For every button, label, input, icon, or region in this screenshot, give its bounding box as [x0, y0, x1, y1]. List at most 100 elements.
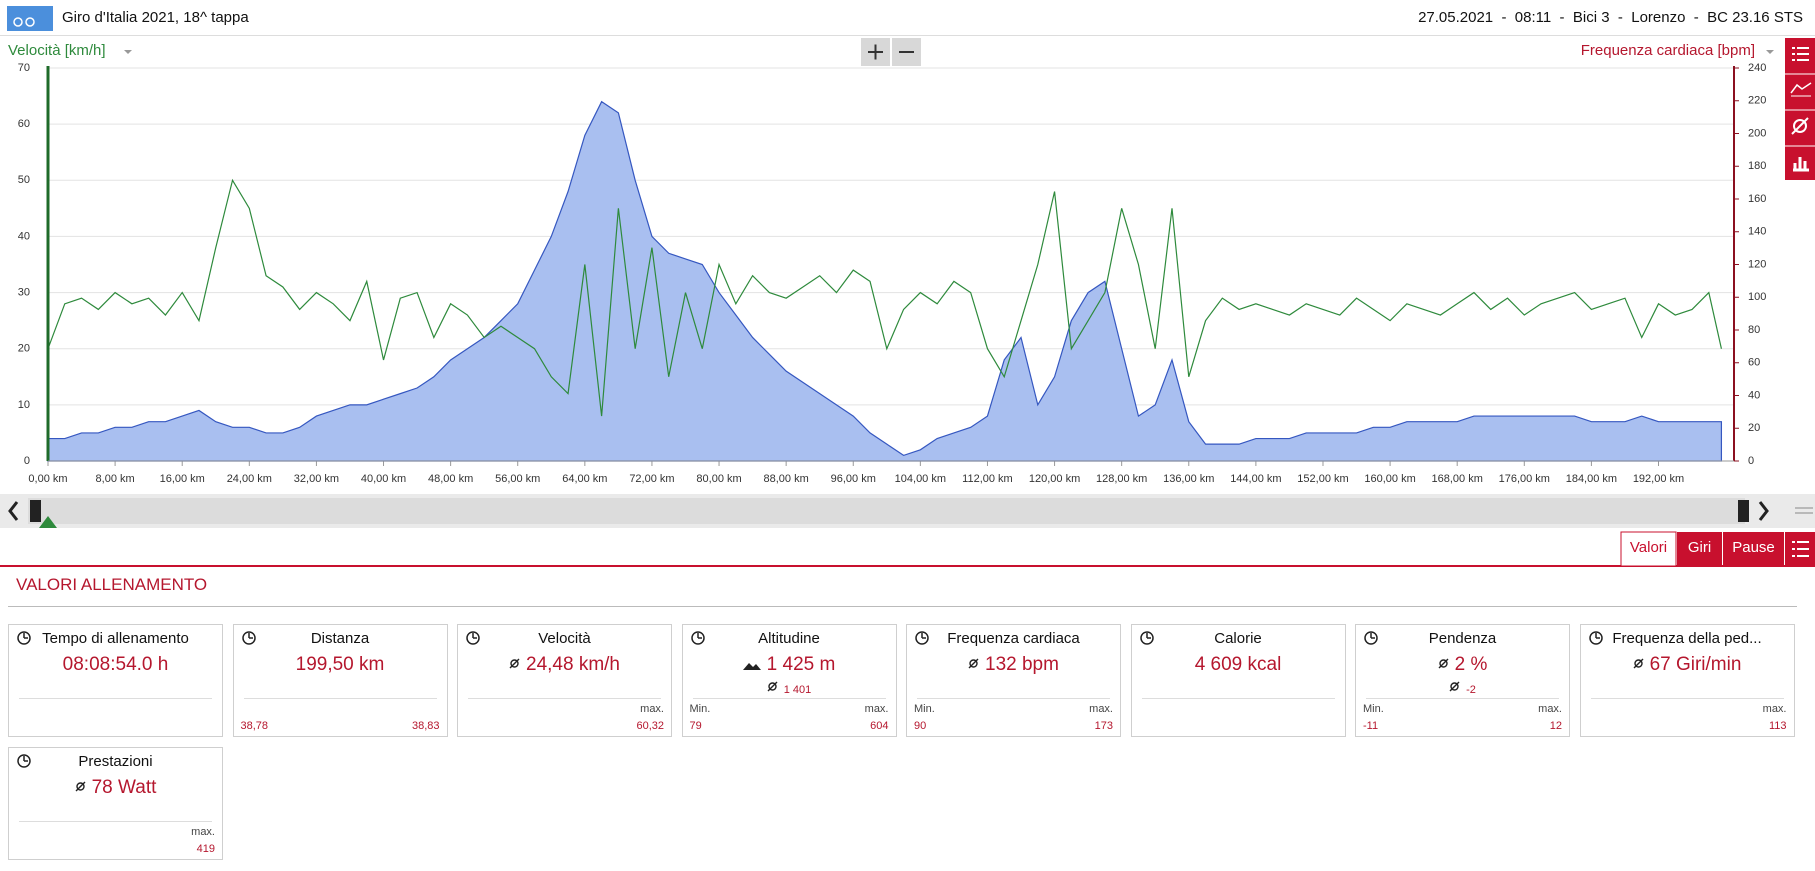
card-value: 78 Watt	[91, 777, 157, 798]
y-tick-label: 60	[18, 118, 30, 130]
card-title: Tempo di allenamento	[42, 630, 189, 647]
card-icon	[1139, 630, 1155, 651]
card-right-value: 173	[1094, 720, 1113, 732]
x-tick-label: 192,00 km	[1633, 473, 1684, 485]
card-title: Prestazioni	[78, 753, 153, 770]
y2-tick-label: 20	[1748, 422, 1760, 434]
value-icon	[968, 654, 985, 675]
card-icon	[16, 753, 32, 774]
card-icon	[465, 630, 481, 651]
x-tick-label: 128,00 km	[1096, 473, 1147, 485]
list-button[interactable]	[1792, 47, 1809, 61]
app-top: Giro d'Italia 2021, 18^ tappa 27.05.2021…	[0, 6, 1815, 567]
card-icon	[1588, 630, 1604, 651]
x-tick-label: 160,00 km	[1364, 473, 1415, 485]
card-value-row: 132 bpm	[907, 654, 1120, 676]
card-left-value: 79	[689, 720, 702, 732]
y2-tick-label: 200	[1748, 127, 1766, 139]
x-tick-label: 32,00 km	[294, 473, 339, 485]
card-value: 1 425 m	[766, 654, 836, 675]
stat-card: Frequenza della ped... 67 Giri/min max. 113	[1579, 624, 1795, 737]
section-title: VALORI ALLENAMENTO	[16, 575, 208, 594]
card-left-value: -11	[1363, 720, 1379, 732]
altitude-area	[47, 100, 1723, 462]
card-separator	[243, 698, 437, 699]
card-right-label: max.	[864, 703, 889, 715]
x-tick-label: 152,00 km	[1297, 473, 1348, 485]
y2-axis-label[interactable]: Frequenza cardiaca [bpm]	[1581, 42, 1755, 59]
card-value: 67 Giri/min	[1649, 654, 1742, 675]
session-info: 27.05.2021 - 08:11 - Bici 3 - Lorenzo - …	[1418, 9, 1803, 26]
zoom-in[interactable]	[861, 38, 890, 66]
value-icon	[1633, 654, 1650, 675]
stat-card: Prestazioni 78 Watt max. 419	[8, 747, 223, 860]
card-right-value: 12	[1549, 720, 1562, 732]
x-tick-label: 104,00 km	[895, 473, 946, 485]
card-separator	[468, 698, 661, 699]
tab-menu[interactable]	[1785, 532, 1815, 566]
tabs-border	[0, 565, 1815, 567]
dropdown-arrow[interactable]	[1766, 50, 1774, 54]
card-title: Pendenza	[1428, 630, 1497, 647]
side-toolbar	[1785, 38, 1815, 180]
x-tick-label: 120,00 km	[1029, 473, 1080, 485]
x-tick-label: 112,00 km	[962, 473, 1013, 485]
y-axis-label[interactable]: Velocità [km/h]	[8, 42, 106, 59]
y2-tick-label: 100	[1748, 291, 1766, 303]
card-left-label: Min.	[914, 703, 935, 715]
stat-card: Distanza 199,50 km 38,78 38,83	[232, 624, 448, 737]
stat-card: Frequenza cardiaca 132 bpm Min. 90 max. 173	[906, 624, 1121, 737]
card-value: 2 %	[1454, 654, 1488, 675]
y2-tick-label: 240	[1748, 62, 1766, 74]
bar-button[interactable]	[1793, 157, 1809, 172]
card-value-row: 78 Watt	[9, 777, 222, 799]
y2-tick-label: 180	[1748, 160, 1766, 172]
logo-wheel	[25, 17, 35, 27]
card-value: 132 bpm	[985, 654, 1059, 675]
tab-giri[interactable]: Giri	[1677, 532, 1722, 566]
y2-tick-label: 220	[1748, 95, 1766, 107]
card-value-row: 08:08:54.0 h	[9, 654, 222, 676]
header-border	[0, 35, 1815, 36]
card-title: Velocità	[538, 630, 591, 647]
tab-valori[interactable]: Valori	[1620, 531, 1677, 567]
y-tick-label: 40	[18, 230, 30, 242]
line-button[interactable]	[1790, 82, 1812, 97]
scrollbar[interactable]	[0, 494, 1815, 528]
card-icon	[16, 630, 32, 651]
speed-line	[47, 178, 1723, 417]
card-right-value: 604	[870, 720, 889, 732]
sub-icon	[1449, 681, 1466, 696]
y-tick-label: 50	[18, 174, 30, 186]
average-button[interactable]	[1791, 117, 1809, 135]
tab-pause[interactable]: Pause	[1723, 532, 1784, 566]
card-left-label: Min.	[1363, 703, 1384, 715]
card-right-value: 419	[196, 843, 215, 855]
zoom-out[interactable]	[892, 38, 921, 66]
card-value: 08:08:54.0 h	[62, 654, 169, 675]
x-tick-label: 184,00 km	[1566, 473, 1617, 485]
card-right-value: 113	[1768, 720, 1787, 732]
x-tick-label: 88,00 km	[764, 473, 809, 485]
card-right-value: 38,83	[411, 720, 440, 732]
y-tick-label: 70	[18, 62, 30, 74]
x-tick-label: 72,00 km	[629, 473, 674, 485]
stat-card: Pendenza 2 % -2 Min. -11 max. 12	[1355, 624, 1570, 737]
card-sub-value: -2	[1466, 684, 1476, 696]
card-value: 24,48 km/h	[526, 654, 620, 675]
y-tick-label: 30	[18, 286, 30, 298]
card-separator	[1366, 698, 1559, 699]
card-left-value: 90	[914, 720, 927, 732]
tab-label[interactable]: Pause	[1732, 539, 1775, 556]
card-icon	[914, 630, 930, 651]
sub-icon	[767, 681, 784, 696]
x-tick-label: 136,00 km	[1163, 473, 1214, 485]
x-tick-label: 0,00 km	[28, 473, 67, 485]
tab-label[interactable]: Giri	[1688, 539, 1711, 556]
y-tick-label: 10	[18, 399, 30, 411]
tab-label[interactable]: Valori	[1630, 539, 1667, 556]
dropdown-arrow[interactable]	[124, 50, 132, 54]
plot: 0 10 20 30 40 50 60 70 0 20 40 60 80 100 120 140 160 180 2…	[18, 62, 1767, 485]
card-left-label: Min.	[689, 703, 711, 715]
